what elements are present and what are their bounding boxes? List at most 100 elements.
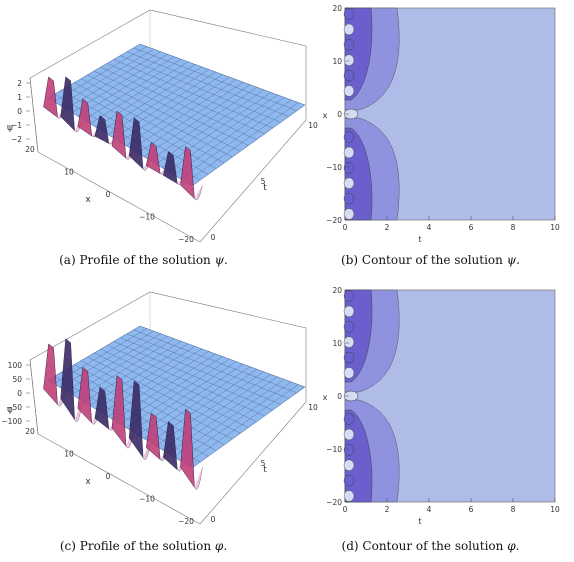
box-edge	[29, 77, 39, 153]
mesh-line	[87, 356, 241, 434]
peak	[60, 338, 75, 421]
peak	[180, 146, 195, 200]
caption-d-label: (d)	[341, 539, 359, 553]
x-axis-label: x	[85, 477, 91, 487]
x-tick-label: 20	[25, 427, 35, 436]
contour-band	[343, 208, 355, 220]
t-tick-label: 5	[261, 177, 266, 186]
t-tick-label: 0	[211, 233, 216, 242]
x-tick-label: 0	[106, 472, 111, 481]
mesh-line	[113, 341, 273, 411]
mesh-line	[93, 352, 249, 428]
z-tick-label: −100	[1, 417, 22, 426]
contour-plot-phi: 0 2 4 6 8 10 t 20 10 0 −10 −20 x	[323, 286, 560, 526]
contour-band	[343, 413, 355, 425]
x-tick-label: 6	[469, 223, 474, 232]
x-tick-label: −10	[139, 495, 155, 504]
contour-band	[343, 162, 355, 174]
contour-band	[343, 131, 355, 143]
mesh-line	[74, 364, 225, 446]
caption-b: (b) Contour of the solution ψ.	[341, 253, 520, 267]
peak	[128, 380, 144, 459]
contour-lobes	[344, 289, 400, 503]
y-tick-label: 0	[337, 392, 342, 401]
x-tick-label: 8	[511, 505, 516, 514]
z-tick-label: 0	[17, 107, 22, 116]
mesh-line	[100, 66, 257, 140]
z-axis-label: φ	[7, 405, 13, 415]
t-tick-label: 10	[308, 121, 318, 130]
contour-center	[343, 390, 359, 402]
mesh-line	[126, 333, 289, 399]
mesh-line	[107, 345, 265, 417]
y-tick-label: −10	[326, 445, 342, 454]
x-tick-label: 6	[469, 505, 474, 514]
mesh-line	[80, 360, 233, 440]
peak	[145, 142, 161, 175]
peak	[60, 76, 75, 132]
mesh-line	[74, 82, 225, 164]
panel-b: 0 2 4 6 8 10 t 20 10 0 −10 −20 x	[315, 0, 574, 250]
caption-d-text: Contour of the solution	[362, 539, 504, 553]
x-tick-label: 2	[385, 223, 390, 232]
z-axis-label: ψ	[7, 123, 13, 133]
x-tick-label: 0	[106, 190, 111, 199]
contour-band	[343, 351, 355, 364]
contour-band	[343, 8, 355, 20]
y-tick-label: 0	[337, 110, 342, 119]
z-tick-label: 100	[8, 361, 23, 370]
peak	[94, 386, 110, 430]
x-tick-label: 10	[64, 168, 74, 177]
contour-band	[343, 336, 355, 348]
peak	[111, 110, 127, 159]
caption-c: (c) Profile of the solution φ.	[59, 539, 228, 553]
x-tick-label: 4	[427, 223, 432, 232]
x-tick-label: −10	[139, 213, 155, 222]
peak	[94, 115, 110, 144]
contour-plot-psi: 0 2 4 6 8 10 t 20 10 0 −10 −20 x	[323, 4, 560, 244]
contour-band	[343, 305, 355, 318]
peak	[180, 408, 195, 489]
contour-band	[343, 428, 355, 441]
contour-band	[343, 490, 355, 502]
contour-band	[343, 39, 355, 51]
caption-a: (a) Profile of the solution ψ.	[59, 253, 228, 267]
peak	[111, 375, 127, 448]
contour-band	[343, 444, 355, 456]
y-tick-label: −20	[326, 216, 342, 225]
caption-d: (d) Contour of the solution φ.	[341, 539, 520, 553]
box-edge	[29, 359, 39, 435]
z-tick-label: 0	[17, 389, 22, 398]
x-tick-label: 10	[550, 223, 560, 232]
caption-b-symbol: ψ	[506, 253, 517, 267]
x-tick-label: 10	[550, 505, 560, 514]
caption-a-label: (a)	[59, 253, 76, 267]
y-tick-label: −20	[326, 498, 342, 507]
caption-c-symbol: φ	[214, 539, 224, 553]
contour-band	[343, 85, 355, 97]
caption-a-symbol: ψ	[214, 253, 225, 267]
t-tick-label: 10	[308, 403, 318, 412]
peak	[43, 343, 58, 406]
y-tick-label: 20	[332, 286, 342, 295]
x-tick-label: 2	[385, 505, 390, 514]
mesh-line	[133, 329, 297, 393]
peak	[163, 421, 178, 471]
caption-b-text: Contour of the solution	[361, 253, 503, 267]
contour-band	[343, 192, 355, 205]
contour-band	[343, 459, 355, 471]
x-tick-label: 4	[427, 505, 432, 514]
mesh-line	[126, 51, 289, 117]
peak	[128, 117, 144, 170]
t-tick-label: 5	[261, 459, 266, 468]
z-tick-label: 1	[17, 93, 22, 102]
contour-band	[343, 321, 355, 333]
x-axis-label: x	[85, 195, 91, 205]
mesh-line	[54, 375, 201, 463]
contour-bands	[343, 8, 359, 220]
t-tick-label: 0	[211, 515, 216, 524]
caption-d-symbol: φ	[507, 539, 516, 553]
x-tick-label: 8	[511, 223, 516, 232]
trough	[194, 185, 203, 201]
